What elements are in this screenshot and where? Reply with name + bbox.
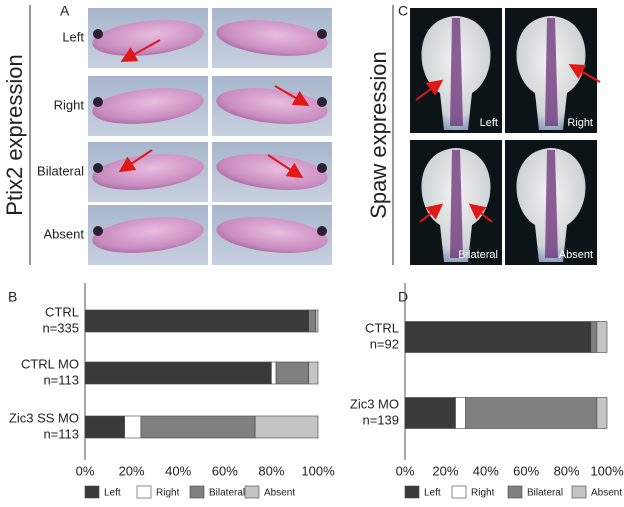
category-label: Zic3 MO <box>350 396 399 411</box>
row-label: Right <box>54 97 85 112</box>
embryo-eye <box>93 226 103 236</box>
panel-title: Ptix2 expression <box>2 54 27 215</box>
bar-segment <box>254 415 319 439</box>
arrow <box>568 64 601 83</box>
x-tick-label: 40% <box>473 463 499 478</box>
panel-letter: A <box>60 3 70 19</box>
arrow <box>468 203 493 223</box>
category-label: n=92 <box>370 336 399 351</box>
panel-letter: B <box>8 289 17 305</box>
stripe <box>545 18 558 126</box>
embryo-eye <box>317 29 327 39</box>
embryo-eye <box>317 226 327 236</box>
legend-label: Absent <box>591 488 622 499</box>
embryo-eye <box>93 29 103 39</box>
photo-label: Bilateral <box>458 249 498 261</box>
x-tick-label: 0% <box>396 463 415 478</box>
embryo <box>92 20 204 56</box>
x-tick-label: 20% <box>432 463 458 478</box>
category-label: n=113 <box>43 426 79 441</box>
legend-swatch <box>136 485 152 499</box>
x-tick-label: 0% <box>76 463 95 478</box>
category-label: Zic3 SS MO <box>9 410 79 425</box>
legend-swatch <box>244 485 260 499</box>
legend-swatch <box>507 485 523 499</box>
embryo <box>216 20 328 56</box>
legend-label: Left <box>424 488 441 499</box>
row-label: Absent <box>44 226 85 241</box>
legend-swatch <box>404 485 420 499</box>
legend-label: Absent <box>264 488 295 499</box>
bar-segment <box>84 361 272 385</box>
photo-label: Absent <box>559 249 593 261</box>
arrow <box>118 149 153 173</box>
stripe <box>450 150 463 258</box>
arrow <box>419 203 444 223</box>
x-tick-label: 100% <box>590 463 624 478</box>
x-tick-label: 100% <box>301 463 335 478</box>
category-label: CTRL MO <box>21 356 79 371</box>
panel-letter: C <box>398 3 408 19</box>
arrow <box>274 85 310 107</box>
x-tick-label: 60% <box>212 463 238 478</box>
stripe <box>545 150 558 258</box>
legend-label: Right <box>156 488 180 499</box>
x-tick-label: 80% <box>554 463 580 478</box>
bar-segment <box>315 309 319 333</box>
bar-segment <box>124 415 142 439</box>
bar-segment <box>308 309 316 333</box>
photo-label: Left <box>480 117 498 129</box>
bar-segment <box>590 321 598 353</box>
stripe <box>450 18 463 126</box>
bar-segment <box>84 309 309 333</box>
photo-label: Right <box>567 117 593 129</box>
category-label: n=139 <box>362 412 399 427</box>
x-tick-label: 60% <box>513 463 539 478</box>
bar-segment <box>596 397 608 429</box>
row-label: Bilateral <box>37 163 84 178</box>
row-label: Left <box>62 29 84 44</box>
arrow <box>415 79 444 101</box>
bar-segment <box>404 321 592 353</box>
category-label: CTRL <box>365 320 399 335</box>
embryo <box>216 217 328 253</box>
arrow <box>267 154 304 179</box>
bar-segment <box>140 415 256 439</box>
category-label: n=335 <box>42 320 79 335</box>
bar-segment <box>455 397 466 429</box>
bar-segment <box>404 397 456 429</box>
embryo <box>92 88 204 124</box>
embryo-eye <box>93 163 103 173</box>
embryo-eye <box>317 97 327 107</box>
legend-label: Left <box>104 488 121 499</box>
x-tick-label: 20% <box>119 463 145 478</box>
bar-segment <box>465 397 598 429</box>
category-label: n=113 <box>43 372 79 387</box>
panel-letter: D <box>398 289 408 305</box>
legend-label: Bilateral <box>527 488 563 499</box>
bar-segment <box>271 361 277 385</box>
embryo-eye <box>93 97 103 107</box>
bar-segment <box>596 321 608 353</box>
x-tick-label: 80% <box>258 463 284 478</box>
panel-title: Spaw expression <box>366 51 391 219</box>
bar-segment <box>84 415 125 439</box>
legend-label: Bilateral <box>209 488 245 499</box>
embryo <box>92 217 204 253</box>
arrow <box>120 39 161 62</box>
bar-segment <box>308 361 319 385</box>
category-label: CTRL <box>45 304 79 319</box>
bar-segment <box>275 361 309 385</box>
legend-swatch <box>451 485 467 499</box>
legend-label: Right <box>471 488 495 499</box>
x-tick-label: 40% <box>165 463 191 478</box>
legend-swatch <box>84 485 100 499</box>
legend-swatch <box>189 485 205 499</box>
legend-swatch <box>571 485 587 499</box>
embryo-eye <box>317 163 327 173</box>
